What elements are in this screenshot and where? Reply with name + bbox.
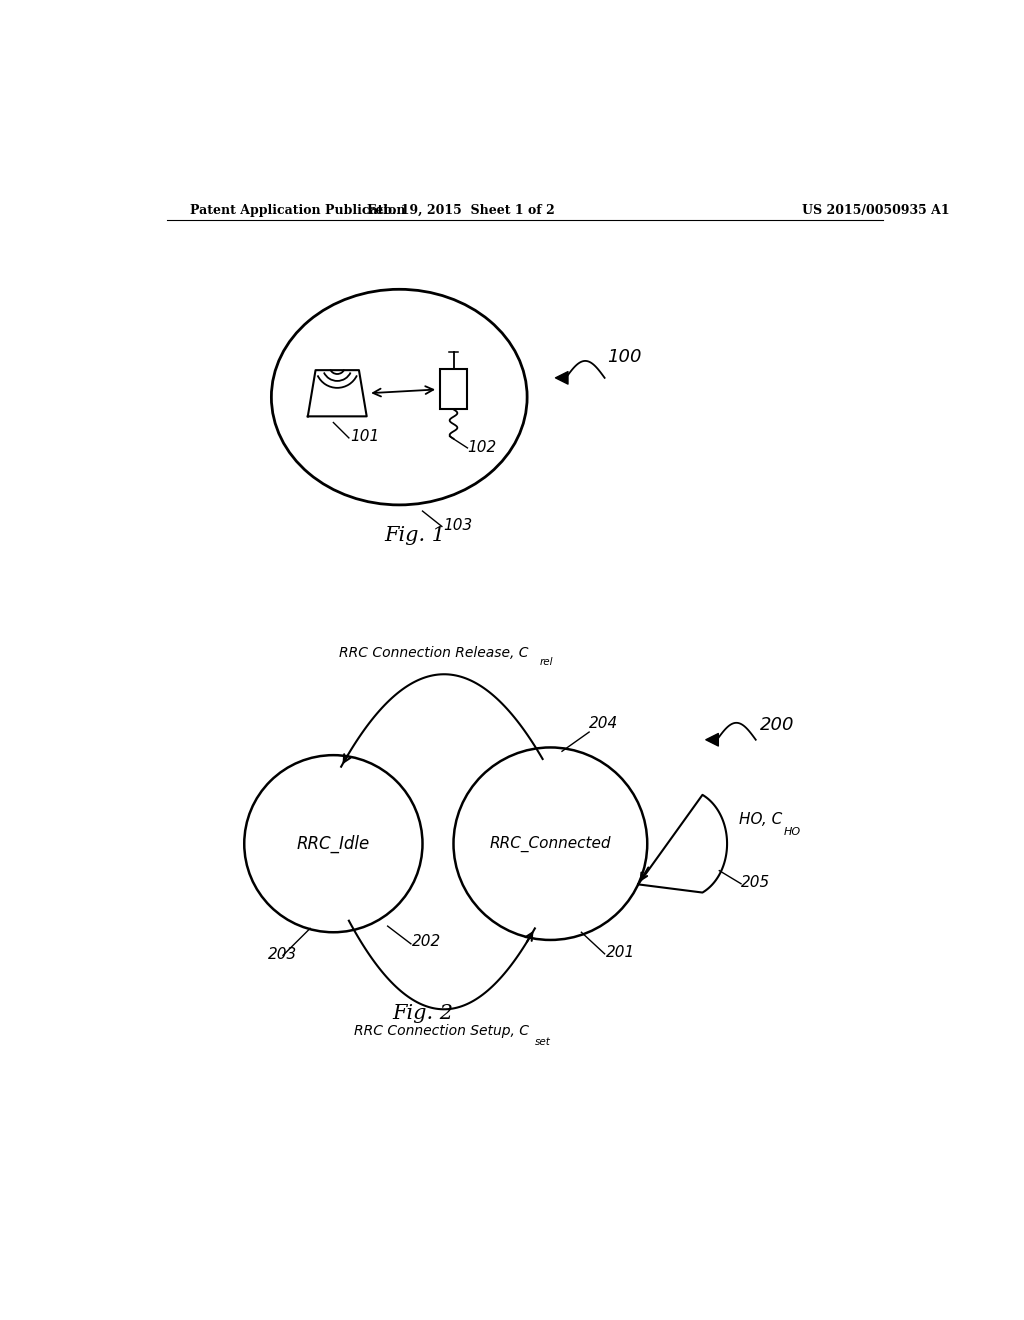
Text: 101: 101 [350,429,380,444]
Text: 200: 200 [760,715,795,734]
Text: HO, C: HO, C [738,812,782,828]
Bar [439,370,467,409]
Text: 102: 102 [467,440,497,455]
Text: Fig. 2: Fig. 2 [392,1003,453,1023]
Polygon shape [308,370,367,416]
Text: 103: 103 [443,517,473,532]
Text: RRC_Connected: RRC_Connected [489,836,611,851]
Text: HO: HO [783,828,801,837]
Text: rel: rel [540,657,553,667]
Text: set: set [535,1036,551,1047]
Ellipse shape [454,747,647,940]
Text: Feb. 19, 2015  Sheet 1 of 2: Feb. 19, 2015 Sheet 1 of 2 [368,205,555,218]
FancyArrowPatch shape [706,734,718,746]
Text: 202: 202 [413,935,441,949]
Text: 204: 204 [589,717,618,731]
Text: RRC Connection Release, C: RRC Connection Release, C [339,645,528,660]
Text: RRC Connection Setup, C: RRC Connection Setup, C [354,1024,529,1038]
Text: Fig. 1: Fig. 1 [384,527,445,545]
Text: 205: 205 [741,875,770,890]
Text: US 2015/0050935 A1: US 2015/0050935 A1 [802,205,950,218]
Text: Patent Application Publication: Patent Application Publication [190,205,406,218]
Ellipse shape [245,755,423,932]
Text: 201: 201 [606,945,636,960]
Text: 100: 100 [607,348,641,367]
Text: 203: 203 [267,948,297,962]
Text: RRC_Idle: RRC_Idle [297,834,370,853]
FancyArrowPatch shape [555,372,568,384]
